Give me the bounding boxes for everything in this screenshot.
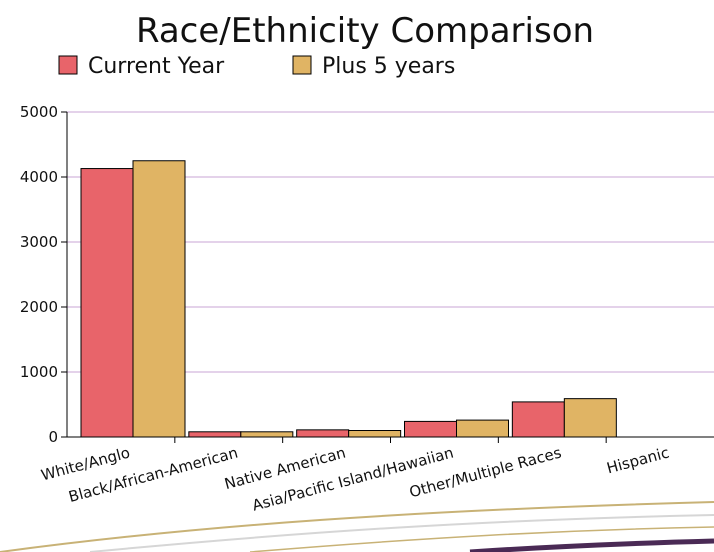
y-axis: 0 1000 2000 3000 4000 5000 xyxy=(20,103,68,446)
y-tick-label: 2000 xyxy=(20,298,58,316)
bar xyxy=(348,430,402,438)
bar xyxy=(132,160,186,438)
bar xyxy=(563,398,617,438)
bar xyxy=(456,419,509,438)
x-category-label: Hispanic xyxy=(605,443,671,477)
legend-swatch-current-year xyxy=(58,55,78,75)
chart-title: Race/Ethnicity Comparison xyxy=(136,11,594,51)
legend-item-plus-5-years: Plus 5 years xyxy=(292,54,455,79)
legend-label-plus-5-years: Plus 5 years xyxy=(322,54,455,79)
bar xyxy=(511,401,565,438)
bar xyxy=(404,420,457,438)
y-tick-label: 0 xyxy=(48,428,58,446)
legend: Current Year Plus 5 years xyxy=(58,54,455,79)
legend-label-current-year: Current Year xyxy=(88,54,225,79)
bar xyxy=(240,431,294,438)
bars xyxy=(80,160,617,438)
decorative-swooshes xyxy=(0,501,714,552)
y-tick-label: 1000 xyxy=(20,363,58,381)
legend-swatch-plus-5-years xyxy=(292,55,312,75)
bar xyxy=(188,431,242,438)
y-tick-label: 5000 xyxy=(20,103,58,121)
x-axis: White/AngloBlack/African-AmericanNative … xyxy=(39,436,714,515)
legend-item-current-year: Current Year xyxy=(58,54,225,79)
y-tick-label: 4000 xyxy=(20,168,58,186)
bar xyxy=(296,429,350,438)
y-tick-label: 3000 xyxy=(20,233,58,251)
bar xyxy=(80,168,134,438)
